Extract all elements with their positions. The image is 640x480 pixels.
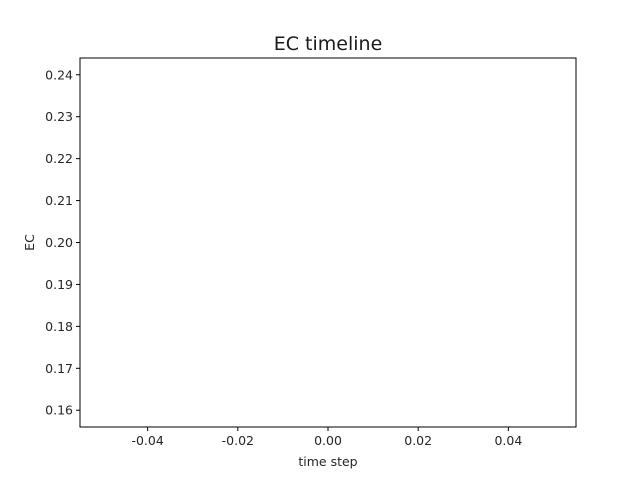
y-tick-label: 0.23 (45, 109, 73, 124)
y-axis: 0.16 0.17 0.18 0.19 0.20 0.21 0.22 0.23 0.24 (45, 67, 80, 418)
y-tick-label: 0.24 (45, 67, 73, 82)
x-tick-label: -0.02 (222, 433, 254, 448)
x-tick-label: 0.02 (404, 433, 432, 448)
y-tick-label: 0.20 (45, 235, 73, 250)
y-tick-label: 0.18 (45, 319, 73, 334)
y-tick-label: 0.21 (45, 193, 73, 208)
x-tick-label: 0.04 (494, 433, 522, 448)
y-axis-label: EC (22, 234, 37, 251)
plot-area (79, 57, 577, 428)
y-tick-label: 0.22 (45, 151, 73, 166)
x-axis-label: time step (298, 454, 357, 469)
y-tick-label: 0.17 (45, 361, 73, 376)
chart-title: EC timeline (274, 33, 383, 55)
y-tick-label: 0.16 (45, 403, 73, 418)
x-tick-label: 0.00 (314, 433, 342, 448)
x-axis: -0.04 -0.02 0.00 0.02 0.04 (131, 427, 522, 448)
y-tick-label: 0.19 (45, 277, 73, 292)
x-tick-label: -0.04 (131, 433, 163, 448)
